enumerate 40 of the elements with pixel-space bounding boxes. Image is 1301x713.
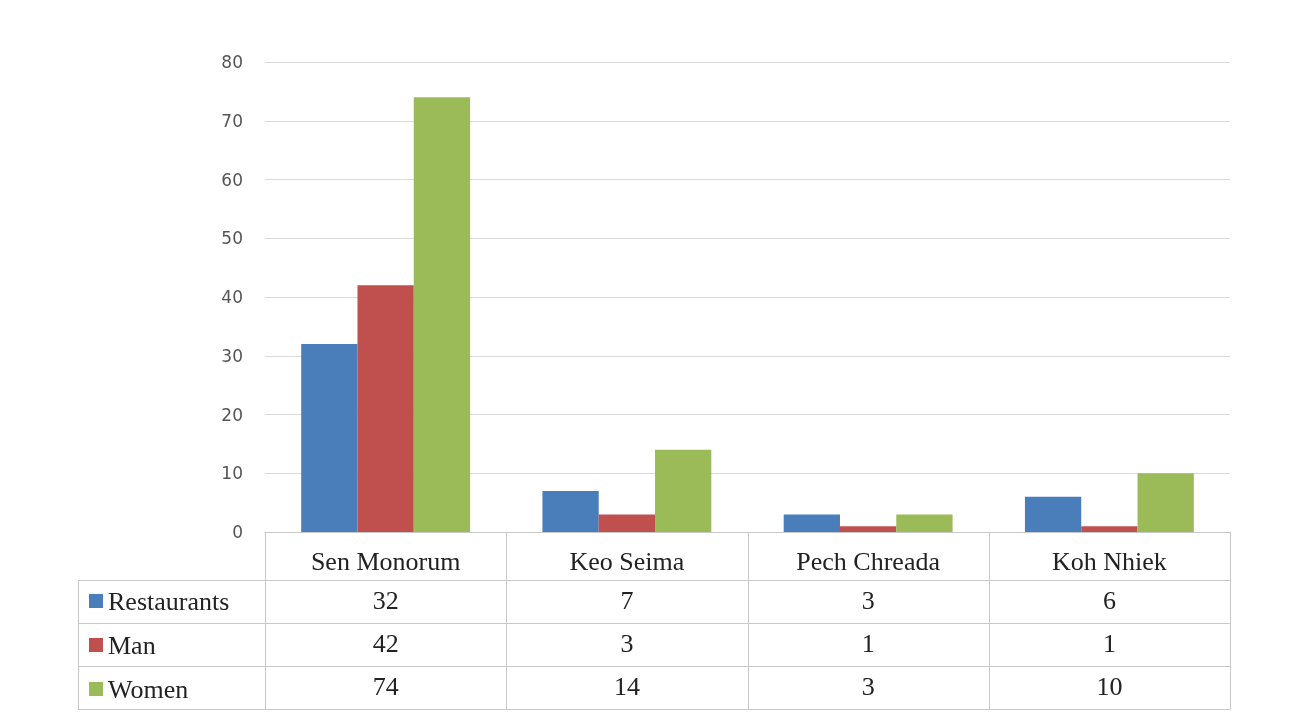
data-label: 42	[371, 628, 400, 660]
bar	[598, 514, 656, 532]
x-tick-label: Pech Chreada	[796, 546, 941, 576]
bar	[542, 490, 599, 532]
bar	[839, 526, 897, 532]
y-tick-label: 20	[221, 404, 243, 425]
data-label: 14	[612, 671, 641, 703]
y-tick-label: 50	[221, 228, 243, 249]
legend-label: Restaurants	[108, 586, 230, 616]
data-label: 1	[1101, 628, 1117, 660]
y-tick-label: 30	[221, 345, 243, 366]
x-tick-label: Sen Monorum	[310, 546, 461, 576]
y-tick-label: 70	[221, 110, 243, 131]
data-label: 3	[860, 585, 876, 617]
data-label: 74	[371, 671, 400, 703]
data-label: 32	[371, 585, 400, 617]
y-tick-label: 10	[221, 463, 243, 484]
y-tick-label: 60	[221, 169, 243, 190]
x-tick-label: Koh Nhiek	[1051, 546, 1167, 576]
bar	[1024, 496, 1082, 532]
y-tick-label: 40	[221, 287, 243, 307]
bar	[1137, 473, 1194, 532]
bar	[783, 514, 840, 532]
bar	[357, 285, 414, 532]
bar	[301, 344, 358, 532]
data-label: 1	[860, 628, 876, 660]
legend-label: Women	[108, 674, 189, 704]
data-label: 3	[860, 671, 876, 703]
bar	[896, 514, 953, 532]
legend-label: Man	[108, 630, 156, 660]
data-label: 3	[619, 628, 635, 660]
y-tick-label: 80	[221, 52, 243, 72]
data-label: 10	[1095, 671, 1124, 703]
bar	[655, 449, 712, 532]
bar	[413, 97, 471, 532]
data-label: 7	[619, 585, 635, 617]
bar	[1081, 526, 1138, 532]
x-tick-label: Keo Seima	[569, 546, 685, 576]
y-tick-label: 0	[232, 522, 243, 542]
data-label: 6	[1101, 585, 1117, 617]
